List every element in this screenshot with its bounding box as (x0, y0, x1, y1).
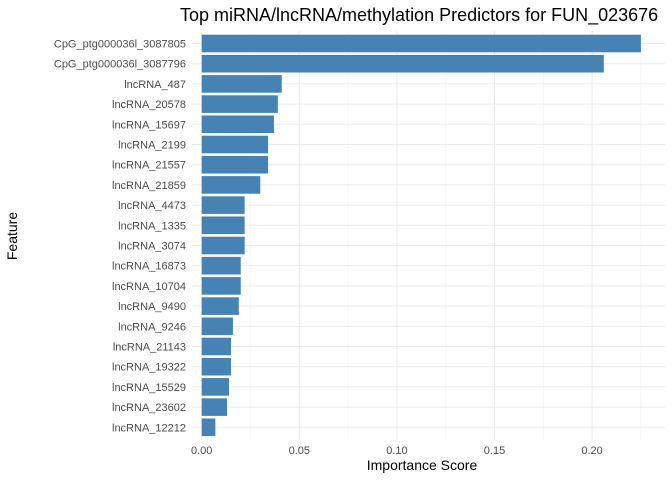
y-tick-label: lncRNA_21859 (112, 180, 186, 192)
y-tick-label: lncRNA_20578 (112, 99, 186, 111)
bar (201, 155, 269, 174)
bar (201, 135, 269, 154)
bar (201, 115, 274, 134)
bar (201, 418, 216, 437)
bars (201, 34, 641, 437)
x-axis-title: Importance Score (367, 457, 478, 473)
y-tick-label: lncRNA_12212 (112, 422, 186, 434)
x-tick-label: 0.10 (386, 445, 407, 457)
y-axis-title: Feature (4, 212, 20, 260)
y-tick-label: lncRNA_4473 (118, 200, 186, 212)
x-tick-label: 0.05 (289, 445, 310, 457)
bar (201, 277, 241, 295)
bar (201, 297, 239, 315)
y-tick-label: lncRNA_19322 (112, 362, 186, 374)
y-tick-label: CpG_ptg000036l_3087796 (54, 59, 186, 71)
x-tick-label: 0.00 (191, 445, 212, 457)
bar (201, 34, 641, 53)
bar (201, 54, 604, 73)
x-tick-label: 0.20 (581, 445, 602, 457)
x-tick-labels: 0.00 0.05 0.10 0.15 0.20 (191, 445, 603, 457)
bar (201, 337, 231, 356)
y-tick-label: lncRNA_23602 (112, 402, 186, 414)
y-tick-label: lncRNA_21143 (113, 342, 186, 354)
bar (201, 236, 245, 255)
bar (201, 95, 278, 113)
bar (201, 398, 228, 416)
y-tick-label: lncRNA_487 (124, 79, 186, 91)
chart-title: Top miRNA/lncRNA/methylation Predictors … (180, 5, 658, 26)
bar (201, 196, 245, 214)
y-tick-label: lncRNA_3074 (118, 241, 186, 253)
y-tick-label: lncRNA_2199 (118, 140, 186, 152)
y-tick-label: lncRNA_9490 (118, 301, 186, 313)
y-tick-label: lncRNA_16873 (112, 261, 186, 273)
bar (201, 256, 241, 275)
y-tick-label: lncRNA_15697 (112, 119, 186, 131)
y-tick-label: CpG_ptg000036l_3087805 (54, 39, 186, 51)
x-tick-label: 0.15 (484, 445, 505, 457)
y-tick-label: lncRNA_10704 (112, 281, 186, 293)
y-tick-labels: CpG_ptg000036l_3087805 CpG_ptg000036l_308… (54, 39, 186, 435)
bar (201, 176, 261, 194)
bar (201, 216, 245, 235)
y-tick-label: lncRNA_15529 (112, 382, 186, 394)
bar (201, 378, 230, 396)
bar (201, 317, 233, 336)
y-tick-label: lncRNA_1335 (118, 220, 186, 232)
bar (201, 357, 231, 376)
y-tick-label: lncRNA_21557 (112, 160, 186, 172)
bar (201, 75, 282, 93)
y-tick-label: lncRNA_9246 (118, 321, 186, 333)
